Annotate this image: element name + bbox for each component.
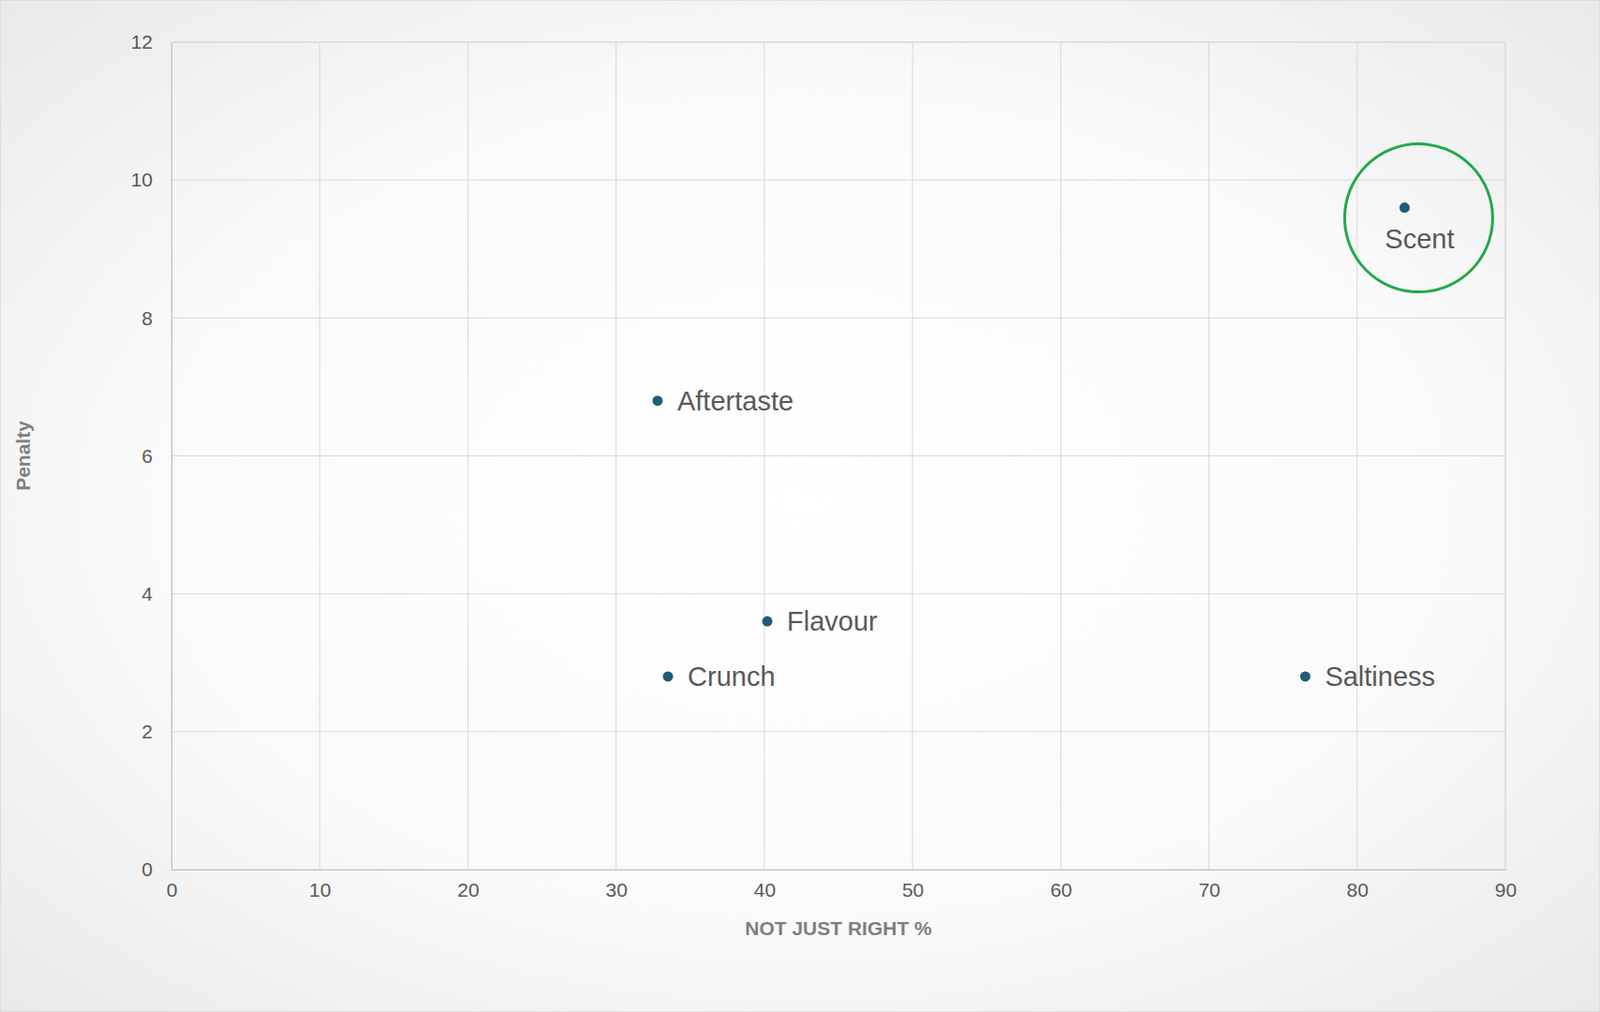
y-tick: 12 [131, 30, 172, 53]
y-tick: 0 [141, 858, 172, 880]
y-axis-title: Penalty [12, 420, 34, 491]
x-tick-label: 50 [902, 878, 924, 901]
x-tick: 10 [309, 869, 331, 901]
point [762, 616, 773, 627]
x-tick: 0 [166, 869, 178, 901]
point-label: Flavour [786, 606, 878, 637]
plot-frame [1505, 42, 1507, 870]
point-labels: Aftertaste Flavour Crunch Saltiness Scent [677, 223, 1455, 692]
x-grid-line [1505, 42, 1507, 870]
x-tick: 90 [1495, 869, 1517, 901]
y-tick: 2 [141, 720, 172, 742]
plot-frame [171, 42, 1506, 44]
x-axis-line [172, 869, 1507, 871]
point [1399, 202, 1410, 213]
x-tick-label: 90 [1495, 878, 1517, 901]
y-grid-line [171, 455, 1506, 457]
x-tick-label: 40 [754, 878, 776, 901]
x-tick: 60 [1050, 869, 1072, 901]
y-tick: 10 [131, 168, 172, 191]
y-axis-line [171, 43, 173, 871]
x-tick-label: 0 [166, 878, 178, 901]
y-grid-line [171, 42, 1506, 44]
points [651, 202, 1409, 682]
point-label: Crunch [687, 661, 776, 692]
x-tick-label: 30 [605, 878, 627, 901]
x-axis: 0 10 20 30 40 50 60 70 80 90 [166, 869, 1518, 901]
y-tick-label: 0 [141, 858, 153, 880]
x-tick: 30 [605, 869, 627, 901]
y-tick-label: 6 [141, 444, 153, 467]
point-label: Saltiness [1324, 661, 1436, 692]
x-tick-label: 10 [309, 878, 331, 901]
highlight-ring [1344, 144, 1493, 293]
point [663, 670, 674, 682]
x-tick-label: 80 [1347, 878, 1369, 901]
x-tick: 80 [1347, 869, 1369, 901]
x-tick-label: 20 [457, 878, 479, 901]
y-grid-line [171, 592, 1506, 594]
y-tick-label: 2 [141, 720, 153, 742]
x-axis-title: NOT JUST RIGHT % [744, 917, 933, 939]
y-tick-label: 4 [141, 582, 153, 605]
y-tick-label: 12 [131, 30, 153, 53]
y-grid-line [171, 179, 1506, 181]
y-tick-label: 10 [131, 168, 153, 191]
y-tick: 4 [141, 582, 172, 605]
y-tick-label: 8 [141, 307, 153, 329]
grid [171, 42, 1506, 870]
x-tick: 50 [902, 869, 924, 901]
x-tick-label: 70 [1198, 878, 1220, 901]
y-tick: 8 [141, 307, 172, 329]
y-tick: 6 [141, 444, 172, 467]
x-tick-label: 60 [1050, 878, 1072, 901]
x-grid-line [171, 42, 173, 870]
background [0, 0, 1600, 1012]
x-tick: 20 [457, 869, 479, 901]
y-grid-line [171, 730, 1506, 732]
y-axis: 0 2 4 6 8 10 12 [131, 30, 173, 880]
chart: 0 10 20 30 40 50 60 70 80 90 0 2 4 6 8 10 12 Aftertaste Fl… [0, 0, 1600, 1012]
plot: 0 10 20 30 40 50 60 70 80 90 0 2 4 6 8 10 12 Aftertaste Fl… [131, 30, 1518, 901]
point-label: Aftertaste [677, 385, 794, 416]
point [651, 395, 663, 406]
x-tick: 40 [754, 869, 776, 901]
point [1300, 670, 1311, 682]
y-grid-line [171, 317, 1506, 319]
y-grid-line [171, 869, 1506, 871]
x-tick: 70 [1198, 869, 1220, 901]
point-label: Scent [1384, 223, 1454, 254]
